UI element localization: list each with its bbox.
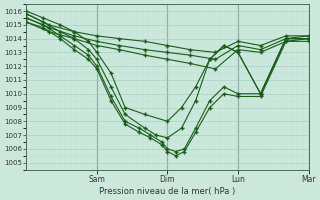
X-axis label: Pression niveau de la mer( hPa ): Pression niveau de la mer( hPa ) (99, 187, 236, 196)
